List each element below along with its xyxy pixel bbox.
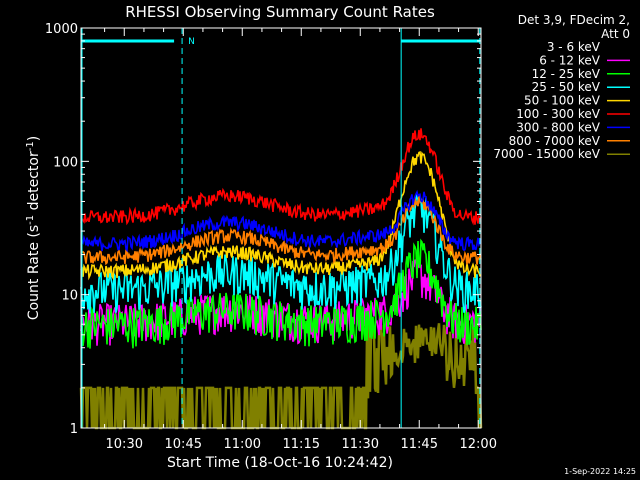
series-line [80,150,482,281]
series-line [80,194,482,266]
legend-label: 12 - 25 keV [532,67,601,81]
series-line [80,192,482,314]
x-tick-label: 10:45 [165,437,202,452]
series-line [80,128,482,226]
x-tick-label: 10:30 [106,437,143,452]
x-axis-label: Start Time (18-Oct-16 10:24:42) [167,455,393,471]
legend-label: 50 - 100 keV [524,94,601,108]
series-line [80,238,482,349]
y-tick-label: 1 [70,422,78,437]
x-tick-label: 11:00 [224,437,261,452]
legend-label: 800 - 7000 keV [509,134,601,148]
legend-label: 300 - 800 keV [516,120,600,134]
x-tick-label: 12:00 [460,437,497,452]
y-axis-label: Count Rate (s-1 detector-1) [25,136,42,320]
x-tick-label: 11:30 [342,437,379,452]
legend-label: 100 - 300 keV [516,107,600,121]
chart-title: RHESSI Observing Summary Count Rates [125,3,435,21]
annotations: N [81,28,481,428]
x-axis: 10:30 10:45 11:00 11:15 11:30 11:45 12:00 [104,28,497,452]
series-line [79,323,483,430]
footer-date: 1-Sep-2022 14:25 [564,467,636,476]
y-tick-label: 1000 [45,22,78,37]
legend-header-1: Det 3,9, FDecim 2, [518,13,630,27]
saa-marker: N [188,37,195,47]
x-tick-label: 11:45 [401,437,438,452]
legend-label: 25 - 50 keV [532,80,601,94]
legend-label: 3 - 6 keV [547,40,601,54]
y-tick-label: 10 [61,289,78,304]
plot-frame [80,27,482,429]
legend-label: 7000 - 15000 keV [493,147,600,161]
x-tick-label: 11:15 [283,437,320,452]
series-line [80,189,482,253]
legend-header-2: Att 0 [601,27,630,41]
legend-label: 6 - 12 keV [539,53,601,67]
y-axis: 1 10 100 1000 [45,22,481,437]
plot-lines [79,128,483,430]
y-tick-label: 100 [53,155,78,170]
